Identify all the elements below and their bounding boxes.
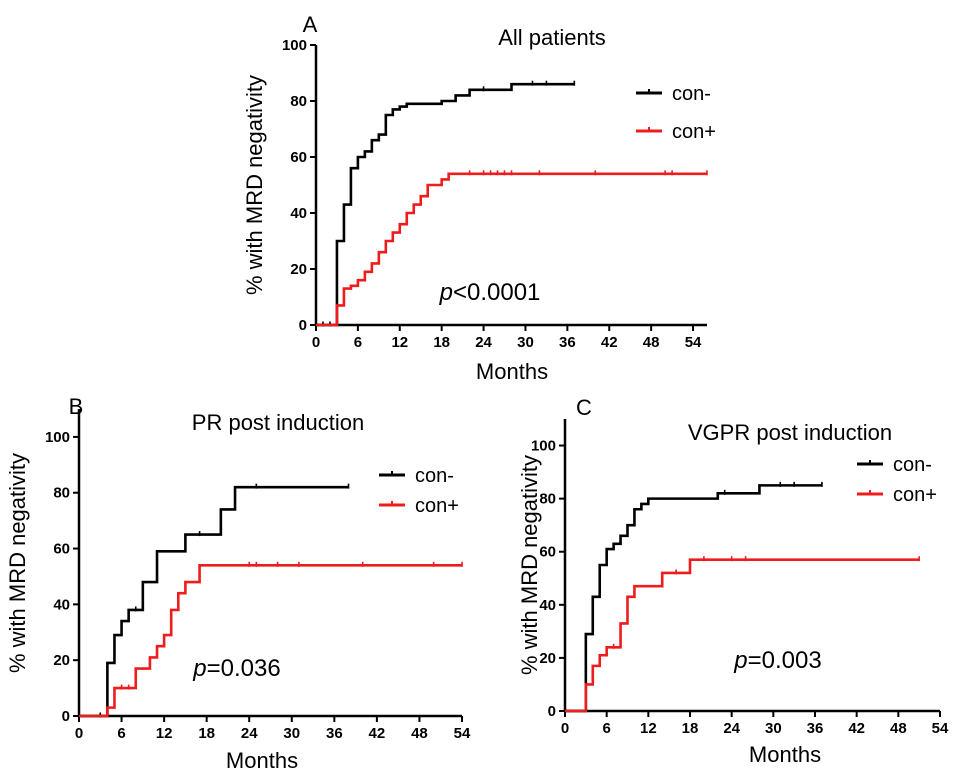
legend-label: con+	[893, 484, 937, 506]
p-value: =0.003	[748, 647, 822, 674]
km-step-line	[316, 172, 707, 327]
x-tick-label: 48	[411, 725, 428, 742]
y-tick-label: 40	[539, 597, 556, 614]
p-symbol: p	[192, 655, 206, 682]
legend-label: con-	[893, 454, 932, 476]
x-tick-label: 24	[475, 334, 492, 351]
x-axis-label: Months	[476, 359, 548, 384]
x-tick-label: 54	[685, 334, 702, 351]
km-step-line	[79, 563, 462, 718]
x-tick-label: 36	[559, 334, 576, 351]
y-axis-label: % with MRD negativity	[5, 453, 30, 673]
x-tick-label: 54	[932, 720, 949, 737]
km-step-line	[316, 82, 575, 327]
panel-label: B	[69, 394, 84, 419]
y-tick-label: 100	[531, 438, 556, 455]
series-con-plus	[79, 561, 463, 718]
x-tick-label: 24	[241, 725, 258, 742]
x-tick-label: 42	[848, 720, 865, 737]
x-tick-label: 30	[765, 720, 782, 737]
x-axis-label: Months	[226, 748, 298, 773]
x-tick-label: 0	[312, 334, 320, 351]
y-tick-label: 0	[299, 317, 307, 334]
series-con-minus	[316, 80, 576, 327]
legend-label: con+	[415, 495, 459, 517]
x-tick-label: 42	[369, 725, 386, 742]
y-tick-label: 80	[290, 93, 307, 110]
legend-label: con-	[672, 83, 711, 105]
y-tick-label: 0	[548, 703, 556, 720]
p-value-annotation: p=0.036	[192, 655, 280, 682]
legend-label: con+	[672, 121, 716, 143]
x-tick-label: 6	[354, 334, 362, 351]
x-tick-label: 0	[75, 725, 83, 742]
panel-c: C VGPR post induction 0 20 40 60 80 100 0 6 12 18 24…	[517, 395, 949, 767]
y-tick-label: 60	[539, 544, 556, 561]
x-tick-label: 42	[601, 334, 618, 351]
legend-label: con-	[415, 465, 454, 487]
y-tick-label: 40	[290, 205, 307, 222]
y-tick-label: 20	[290, 261, 307, 278]
p-value: =0.036	[207, 655, 281, 682]
series-con-plus	[565, 556, 920, 713]
panel-b: B PR post induction 0 20 40 60 80 100 0 6 12 18 24 30…	[5, 394, 471, 773]
panel-a: A All patients 0 20 40 60 80 100 0 6 12 18 24 30 36 42 4…	[242, 12, 716, 384]
series-con-plus	[316, 170, 708, 327]
p-value-annotation: p=0.003	[733, 647, 821, 674]
x-tick-label: 18	[433, 334, 450, 351]
chart-title: All patients	[498, 25, 606, 50]
y-axis-label: % with MRD negativity	[517, 455, 542, 675]
x-axis-label: Months	[749, 742, 821, 767]
x-tick-label: 24	[723, 720, 740, 737]
panel-label: A	[303, 12, 318, 37]
x-tick-label: 12	[640, 720, 657, 737]
x-tick-label: 12	[391, 334, 408, 351]
chart-title: PR post induction	[192, 410, 364, 435]
y-tick-label: 100	[45, 429, 70, 446]
x-tick-label: 36	[326, 725, 343, 742]
y-tick-label: 80	[539, 491, 556, 508]
y-tick-label: 40	[53, 596, 70, 613]
x-tick-label: 0	[561, 720, 569, 737]
y-tick-label: 80	[53, 485, 70, 502]
y-tick-label: 0	[62, 708, 70, 725]
y-tick-label: 20	[539, 650, 556, 667]
p-symbol: p	[733, 647, 747, 674]
p-value: <0.0001	[453, 279, 540, 306]
x-tick-label: 12	[156, 725, 173, 742]
y-tick-label: 60	[53, 541, 70, 558]
x-tick-label: 30	[517, 334, 534, 351]
series-con-minus	[565, 481, 823, 713]
x-tick-label: 18	[198, 725, 215, 742]
chart-title: VGPR post induction	[688, 420, 892, 445]
panel-label: C	[576, 395, 592, 420]
x-tick-label: 30	[283, 725, 300, 742]
y-tick-label: 100	[282, 37, 307, 54]
x-tick-label: 6	[117, 725, 125, 742]
legend: con-con+	[379, 465, 459, 517]
x-tick-label: 18	[682, 720, 699, 737]
km-step-line	[565, 484, 822, 713]
km-step-line	[79, 485, 349, 718]
p-value-annotation: p<0.0001	[439, 279, 541, 306]
p-symbol: p	[439, 279, 453, 306]
x-tick-label: 36	[807, 720, 824, 737]
legend: con-con+	[857, 454, 937, 506]
x-tick-label: 54	[454, 725, 471, 742]
x-tick-label: 6	[602, 720, 610, 737]
y-tick-label: 20	[53, 652, 70, 669]
y-axis-label: % with MRD negativity	[242, 75, 267, 295]
x-tick-label: 48	[890, 720, 907, 737]
y-tick-label: 60	[290, 149, 307, 166]
series-con-minus	[79, 483, 350, 718]
x-tick-label: 48	[643, 334, 660, 351]
legend: con-con+	[636, 83, 716, 143]
km-step-line	[565, 558, 920, 713]
